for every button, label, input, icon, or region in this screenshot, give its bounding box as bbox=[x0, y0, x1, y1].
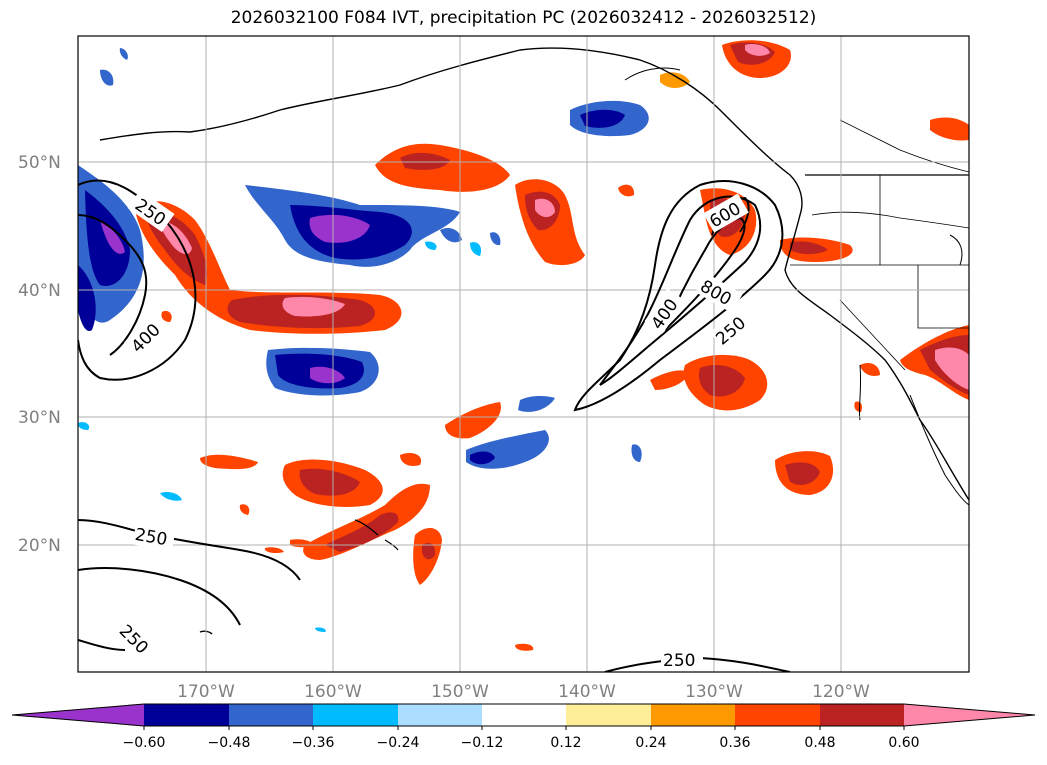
colorbar-swatch-7 bbox=[651, 704, 735, 726]
map-title: 2026032100 F084 IVT, precipitation PC (2… bbox=[230, 8, 817, 28]
lat-label-40n: 40°N bbox=[18, 281, 61, 301]
positive-anomaly-fields bbox=[135, 40, 969, 651]
colorbar-swatch-2 bbox=[229, 704, 313, 726]
colorbar-swatch-6 bbox=[566, 704, 651, 726]
lon-label-130w: 130°W bbox=[685, 682, 743, 702]
negative-anomaly-fields bbox=[78, 48, 649, 632]
latitude-labels: 50°N 40°N 30°N 20°N bbox=[18, 153, 61, 556]
map-area bbox=[78, 36, 969, 672]
colorbar-tick-label-1: −0.48 bbox=[208, 735, 251, 751]
colorbar-tick-label-8: 0.48 bbox=[804, 735, 835, 751]
lon-label-160w: 160°W bbox=[304, 682, 362, 702]
gridlines bbox=[78, 36, 969, 672]
lon-label-120w: 120°W bbox=[812, 682, 870, 702]
colorbar-tick-label-3: −0.24 bbox=[377, 735, 420, 751]
contour-label-9: 250 bbox=[663, 651, 695, 671]
colorbar-swatch-1 bbox=[144, 704, 229, 726]
colorbar-tick-label-6: 0.24 bbox=[635, 735, 666, 751]
colorbar-swatch-3 bbox=[313, 704, 398, 726]
map-frame bbox=[77, 35, 970, 673]
coastlines bbox=[99, 47, 969, 635]
lon-label-150w: 150°W bbox=[431, 682, 489, 702]
lat-label-50n: 50°N bbox=[18, 153, 61, 173]
colorbar-swatch-5 bbox=[482, 704, 566, 726]
colorbar-tick-label-5: 0.12 bbox=[550, 735, 581, 751]
colorbar-swatch-8 bbox=[735, 704, 820, 726]
colorbar-extend-high bbox=[904, 704, 1035, 726]
lat-label-30n: 30°N bbox=[18, 408, 61, 428]
colorbar-tick-label-0: −0.60 bbox=[123, 735, 166, 751]
colorbar-tick-label-4: −0.12 bbox=[461, 735, 504, 751]
colorbar: −0.60 −0.48 −0.36 −0.24 −0.12 0.12 0.24 0.36 0.4… bbox=[11, 703, 1036, 751]
colorbar-extend-low bbox=[12, 704, 144, 726]
colorbar-swatch-9 bbox=[820, 704, 904, 726]
colorbar-swatch-4 bbox=[398, 704, 482, 726]
longitude-labels: 170°W 160°W 150°W 140°W 130°W 120°W bbox=[177, 682, 870, 702]
lat-label-20n: 20°N bbox=[18, 536, 61, 556]
colorbar-tick-label-7: 0.36 bbox=[719, 735, 750, 751]
colorbar-tick-label-9: 0.60 bbox=[888, 735, 919, 751]
colorbar-tick-label-2: −0.36 bbox=[292, 735, 335, 751]
lon-label-140w: 140°W bbox=[558, 682, 616, 702]
lon-label-170w: 170°W bbox=[177, 682, 235, 702]
